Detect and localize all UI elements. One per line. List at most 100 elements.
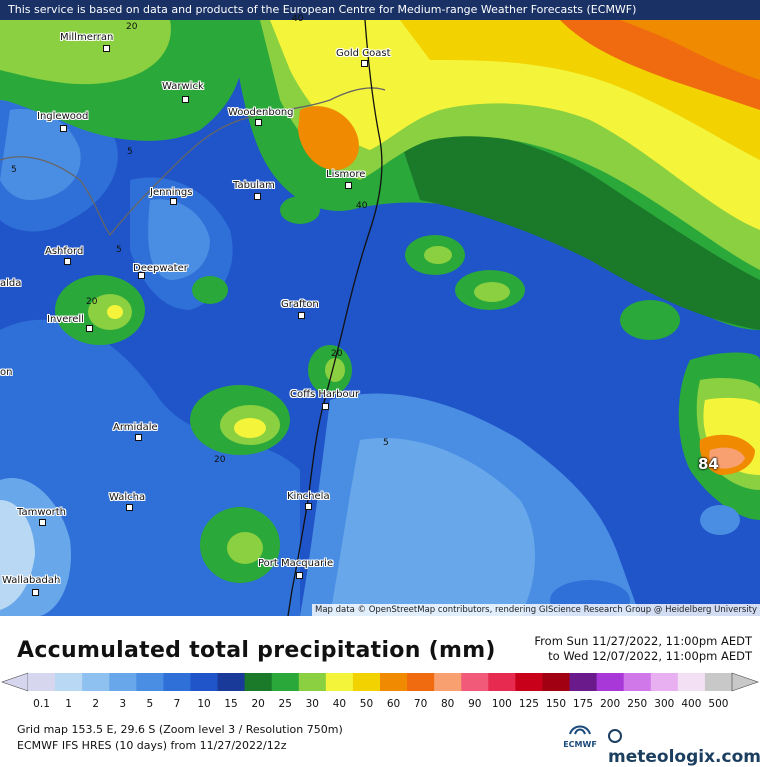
scale-swatch bbox=[217, 673, 246, 691]
color-scale-ticks: 0.1 1 2 3 5 7 10 15 20 25 30 40 50 60 70 80 90 100 125 150 1… bbox=[0, 698, 760, 712]
town-label-grafton[interactable]: Grafton bbox=[281, 299, 319, 310]
scale-tick-label: 5 bbox=[146, 698, 154, 710]
scale-arrow-left bbox=[1, 672, 29, 692]
town-dot bbox=[170, 198, 177, 205]
scale-swatch bbox=[515, 673, 543, 691]
scale-swatch bbox=[623, 673, 652, 691]
town-label-jennings[interactable]: Jennings bbox=[150, 187, 193, 198]
meteologix-logo[interactable]: meteologix.com bbox=[608, 727, 760, 767]
scale-swatch bbox=[352, 673, 381, 691]
scale-tick-label: 100 bbox=[491, 698, 512, 710]
precipitation-map[interactable]: This service is based on data and produc… bbox=[0, 0, 760, 616]
scale-tick-label: 25 bbox=[278, 698, 292, 710]
scale-tick-label: 30 bbox=[305, 698, 319, 710]
scale-swatch bbox=[109, 673, 137, 691]
town-dot bbox=[39, 519, 46, 526]
town-label-tabulam[interactable]: Tabulam bbox=[233, 180, 275, 191]
town-label-inverell[interactable]: Inverell bbox=[47, 314, 84, 325]
town-dot bbox=[345, 182, 352, 189]
time-range-to: to Wed 12/07/2022, 11:00pm AEDT bbox=[548, 649, 752, 663]
scale-swatch bbox=[55, 673, 83, 691]
town-label-inglewood[interactable]: Inglewood bbox=[37, 111, 89, 122]
scale-swatch bbox=[650, 673, 679, 691]
contour-label: 5 bbox=[383, 438, 389, 448]
town-dot bbox=[103, 45, 110, 52]
town-label-gold-coast[interactable]: Gold Coast bbox=[336, 48, 391, 59]
scale-swatch bbox=[596, 673, 625, 691]
scale-tick-label: 175 bbox=[573, 698, 594, 710]
town-dot bbox=[361, 60, 368, 67]
time-range: From Sun 11/27/2022, 11:00pm AEDT to Wed… bbox=[534, 634, 752, 664]
town-dot bbox=[32, 589, 39, 596]
ecmwf-notice: This service is based on data and produc… bbox=[0, 0, 760, 20]
time-range-from: From Sun 11/27/2022, 11:00pm AEDT bbox=[534, 634, 752, 648]
scale-tick-label: 40 bbox=[332, 698, 347, 710]
town-dot bbox=[254, 193, 261, 200]
scale-tick-label: 1 bbox=[65, 698, 72, 710]
meteologix-globe-icon bbox=[608, 729, 622, 743]
town-label-warwick[interactable]: Warwick bbox=[162, 81, 204, 92]
max-value-marker: 84 bbox=[698, 455, 719, 473]
town-dot bbox=[64, 258, 71, 265]
contour-label: 40 bbox=[356, 201, 368, 211]
scale-tick-label: 400 bbox=[681, 698, 702, 710]
scale-swatch bbox=[488, 673, 516, 691]
town-dot bbox=[138, 272, 145, 279]
scale-swatch bbox=[542, 673, 571, 691]
scale-swatch bbox=[704, 673, 733, 691]
scale-tick-label: 125 bbox=[518, 698, 539, 710]
town-label-walcha[interactable]: Walcha bbox=[109, 492, 146, 503]
town-dot bbox=[86, 325, 93, 332]
town-label-kinchela[interactable]: Kinchela bbox=[287, 491, 330, 502]
town-label-alda[interactable]: alda bbox=[0, 278, 22, 289]
scale-swatch bbox=[677, 673, 706, 691]
scale-swatch bbox=[82, 673, 110, 691]
scale-tick-label: 20 bbox=[251, 698, 265, 710]
scale-swatch bbox=[136, 673, 164, 691]
town-label-armidale[interactable]: Armidale bbox=[113, 422, 158, 433]
town-label-coffs-harbour[interactable]: Coffs Harbour bbox=[290, 389, 360, 400]
town-label-deepwater[interactable]: Deepwater bbox=[133, 263, 188, 274]
town-dot bbox=[322, 403, 329, 410]
town-dot bbox=[298, 312, 305, 319]
contour-label: 20 bbox=[214, 455, 226, 465]
scale-tick-label: 15 bbox=[224, 698, 238, 710]
town-label-wallabadah[interactable]: Wallabadah bbox=[2, 575, 61, 586]
model-info: ECMWF IFS HRES (10 days) from 11/27/2022… bbox=[17, 739, 287, 752]
contour-label: 5 bbox=[127, 147, 133, 157]
contour-label: 5 bbox=[11, 165, 17, 175]
contour-label: 40 bbox=[292, 14, 304, 24]
town-label-millmerran[interactable]: Millmerran bbox=[60, 32, 114, 43]
town-label-tamworth[interactable]: Tamworth bbox=[17, 507, 66, 518]
scale-swatch bbox=[163, 673, 191, 691]
town-dot bbox=[296, 572, 303, 579]
scale-tick-label: 300 bbox=[654, 698, 675, 710]
scale-tick-label: 3 bbox=[119, 698, 127, 710]
scale-swatch bbox=[244, 673, 273, 691]
scale-tick-label: 2 bbox=[92, 698, 100, 710]
contour-label: 20 bbox=[86, 297, 98, 307]
scale-swatch bbox=[325, 673, 354, 691]
town-label-woodenbong[interactable]: Woodenbong bbox=[228, 107, 294, 118]
town-dot bbox=[255, 119, 262, 126]
legend-title: Accumulated total precipitation (mm) bbox=[17, 638, 496, 663]
scale-tick-label: 50 bbox=[359, 698, 374, 710]
scale-arrow-right bbox=[731, 672, 759, 692]
town-label-ashford[interactable]: Ashford bbox=[45, 246, 84, 257]
scale-swatch bbox=[380, 673, 408, 691]
legend-panel: Accumulated total precipitation (mm) Fro… bbox=[0, 616, 760, 767]
scale-tick-label: 200 bbox=[600, 698, 621, 710]
scale-tick-label: 70 bbox=[413, 698, 428, 710]
scale-swatch bbox=[407, 673, 435, 691]
scale-swatch bbox=[461, 673, 489, 691]
town-dot bbox=[135, 434, 142, 441]
town-label-on[interactable]: on bbox=[0, 367, 13, 378]
scale-swatch bbox=[298, 673, 327, 691]
town-label-lismore[interactable]: Lismore bbox=[326, 169, 366, 180]
town-dot bbox=[126, 504, 133, 511]
town-dot bbox=[182, 96, 189, 103]
scale-tick-label: 7 bbox=[173, 698, 181, 710]
grid-info: Grid map 153.5 E, 29.6 S (Zoom level 3 /… bbox=[17, 723, 343, 736]
map-attribution[interactable]: Map data © OpenStreetMap contributors, r… bbox=[312, 604, 760, 616]
town-label-port-macquarie[interactable]: Port Macquarie bbox=[258, 558, 334, 569]
